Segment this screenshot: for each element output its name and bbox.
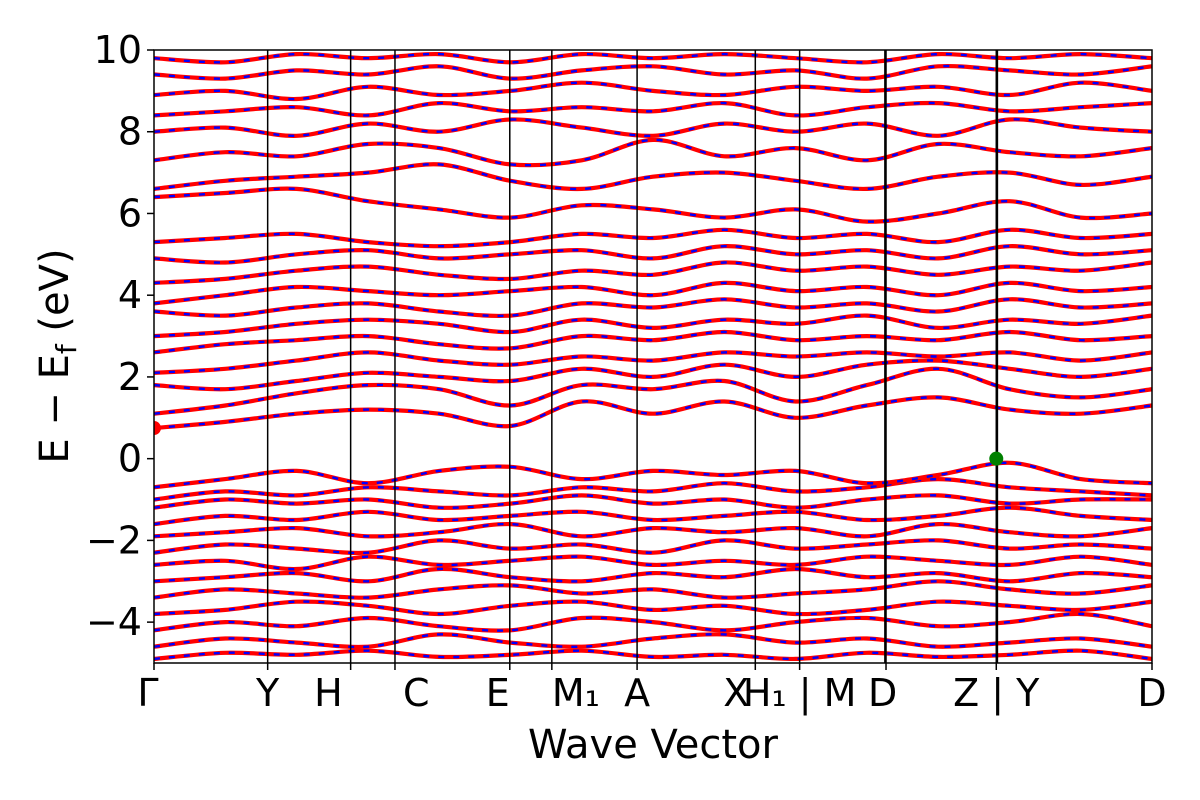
cbm-marker (154, 421, 161, 436)
x-axis-label: Wave Vector (528, 722, 779, 768)
y-tick-label-2: 0 (118, 437, 142, 481)
x-tick-label-11: D (1137, 671, 1166, 715)
vbm-marker (989, 451, 1004, 466)
y-tick-label-7: 10 (94, 28, 142, 72)
band-2-spin-up-line (154, 632, 1152, 650)
x-tick-label-1: Y (255, 671, 280, 715)
x-tick-label-0: Γ (137, 671, 158, 715)
x-tick-label-5: M₁ (552, 671, 600, 715)
x-tick-label-7: X (723, 671, 749, 715)
band-31-spin-up-line (154, 63, 1152, 81)
plot-frame (153, 49, 1153, 664)
band-21-spin-up-line (154, 280, 1152, 306)
band-32-spin-up-line (154, 51, 1152, 65)
y-tick-label-1: −2 (86, 518, 142, 562)
band-23-spin-up-line (154, 244, 1152, 265)
band-24-spin-down-line (154, 228, 1152, 248)
band-6-spin-up-line (154, 566, 1152, 584)
band-26-spin-down-line (154, 163, 1152, 191)
high-symmetry-lines (266, 50, 999, 663)
band-1-spin-down-line (154, 649, 1152, 661)
y-axis-ticks: −4 −2 0 2 4 6 8 10 (86, 28, 154, 644)
band-18-spin-up-line (154, 329, 1152, 355)
y-tick-label-5: 6 (118, 191, 142, 235)
x-tick-label-8: H₁ | M (743, 671, 857, 716)
band-12-spin-up-line (154, 476, 1152, 502)
band-27-spin-up-line (154, 137, 1152, 168)
y-tick-label-4: 4 (118, 273, 142, 317)
band-edge-markers (154, 421, 1004, 466)
x-tick-label-6: A (624, 671, 650, 715)
band-19-spin-down-line (154, 314, 1152, 338)
x-tick-label-10: Z | Y (953, 671, 1040, 716)
band-28-spin-up-line (154, 117, 1152, 138)
band-17-spin-up-line (154, 350, 1152, 375)
band-20-spin-up-line (154, 297, 1152, 318)
x-tick-label-2: H (314, 671, 343, 715)
bands-layer (154, 51, 1152, 662)
y-tick-label-0: −4 (86, 600, 142, 644)
band-13-spin-up-line (154, 460, 1152, 490)
y-axis-label: E − Ef (eV) (32, 248, 83, 463)
band-16-spin-up-line (154, 358, 1152, 392)
y-tick-label-6: 8 (118, 110, 142, 154)
x-tick-label-9: D (868, 671, 897, 715)
band-11-spin-up-line (154, 493, 1152, 510)
band-15-spin-down-line (154, 367, 1152, 415)
band-25-spin-up-line (154, 186, 1152, 224)
x-tick-label-4: E (486, 671, 510, 715)
band-7-spin-up-line (154, 554, 1152, 572)
y-tick-label-3: 2 (118, 355, 142, 399)
band-10-spin-up-line (154, 505, 1152, 527)
band-22-spin-up-line (154, 260, 1152, 285)
band-13-spin-down-line (154, 461, 1152, 489)
band-5-spin-up-line (154, 579, 1152, 600)
band-30-spin-up-line (154, 80, 1152, 102)
x-tick-label-3: C (403, 671, 430, 715)
band-28-spin-down-line (154, 118, 1152, 138)
band-8-spin-up-line (154, 538, 1152, 556)
band-29-spin-up-line (154, 100, 1152, 118)
band-4-spin-up-line (154, 599, 1152, 617)
band-9-spin-up-line (154, 521, 1152, 539)
band-3-spin-up-line (154, 611, 1152, 633)
band-25-spin-down-line (154, 187, 1152, 223)
band-16-spin-down-line (154, 359, 1152, 391)
band-14-spin-up-line (154, 395, 1152, 431)
